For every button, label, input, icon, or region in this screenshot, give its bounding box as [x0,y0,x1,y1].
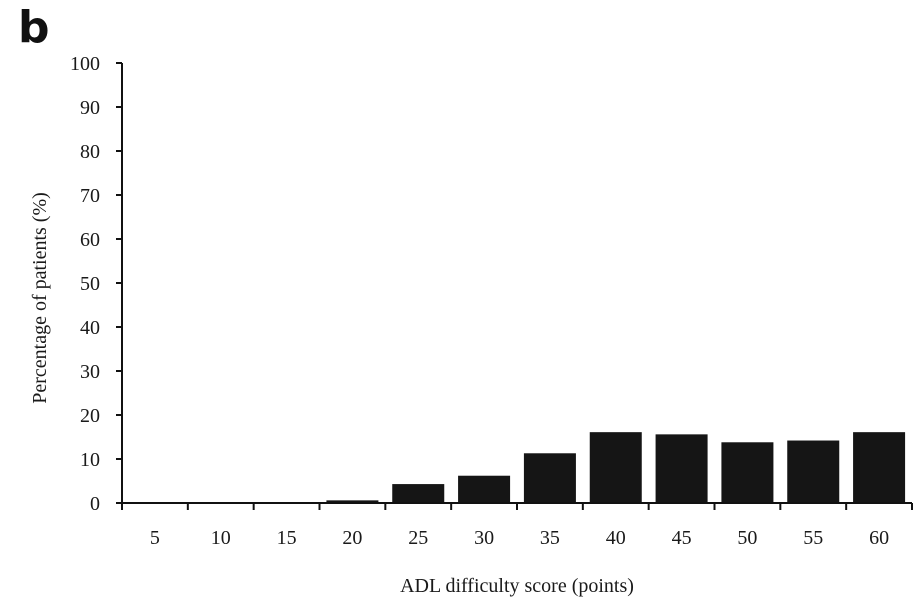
y-tick-label: 0 [90,493,100,515]
y-tick-label: 60 [80,229,100,251]
x-tick-label: 20 [342,527,362,549]
x-tick-label: 45 [672,527,692,549]
y-tick-label: 10 [80,449,100,471]
y-tick-label: 30 [80,361,100,383]
bar-50 [721,442,774,503]
bar-30 [458,475,511,503]
x-tick-label: 30 [474,527,494,549]
y-tick-label: 100 [70,53,100,75]
y-ticks: 0 10 20 30 40 50 60 70 80 90 100 [70,53,122,515]
bar-35 [523,453,576,503]
bars-group [326,432,906,503]
y-tick-label: 40 [80,317,100,339]
x-tick-label: 50 [737,527,757,549]
y-tick-label: 80 [80,141,100,163]
bar-40 [589,432,642,503]
x-tick-label: 15 [277,527,297,549]
x-tick-label: 5 [150,527,160,549]
bar-20 [326,500,379,503]
x-tick-label: 25 [408,527,428,549]
x-tick-label: 10 [211,527,231,549]
bar-25 [392,484,445,503]
y-tick-label: 70 [80,185,100,207]
x-axis-title: ADL difficulty score (points) [400,575,634,597]
bar-45 [655,434,708,503]
x-ticks: 5 10 15 20 25 30 35 40 45 50 55 60 [121,503,913,549]
y-tick-label: 90 [80,97,100,119]
y-tick-label: 20 [80,405,100,427]
bar-55 [787,440,840,503]
panel-label: b [18,2,50,53]
y-tick-label: 50 [80,273,100,295]
y-axis-title: Percentage of patients (%) [29,192,51,404]
bar-60 [853,432,906,503]
x-tick-label: 60 [869,527,889,549]
x-tick-label: 35 [540,527,560,549]
x-tick-label: 55 [803,527,823,549]
x-tick-label: 40 [606,527,626,549]
